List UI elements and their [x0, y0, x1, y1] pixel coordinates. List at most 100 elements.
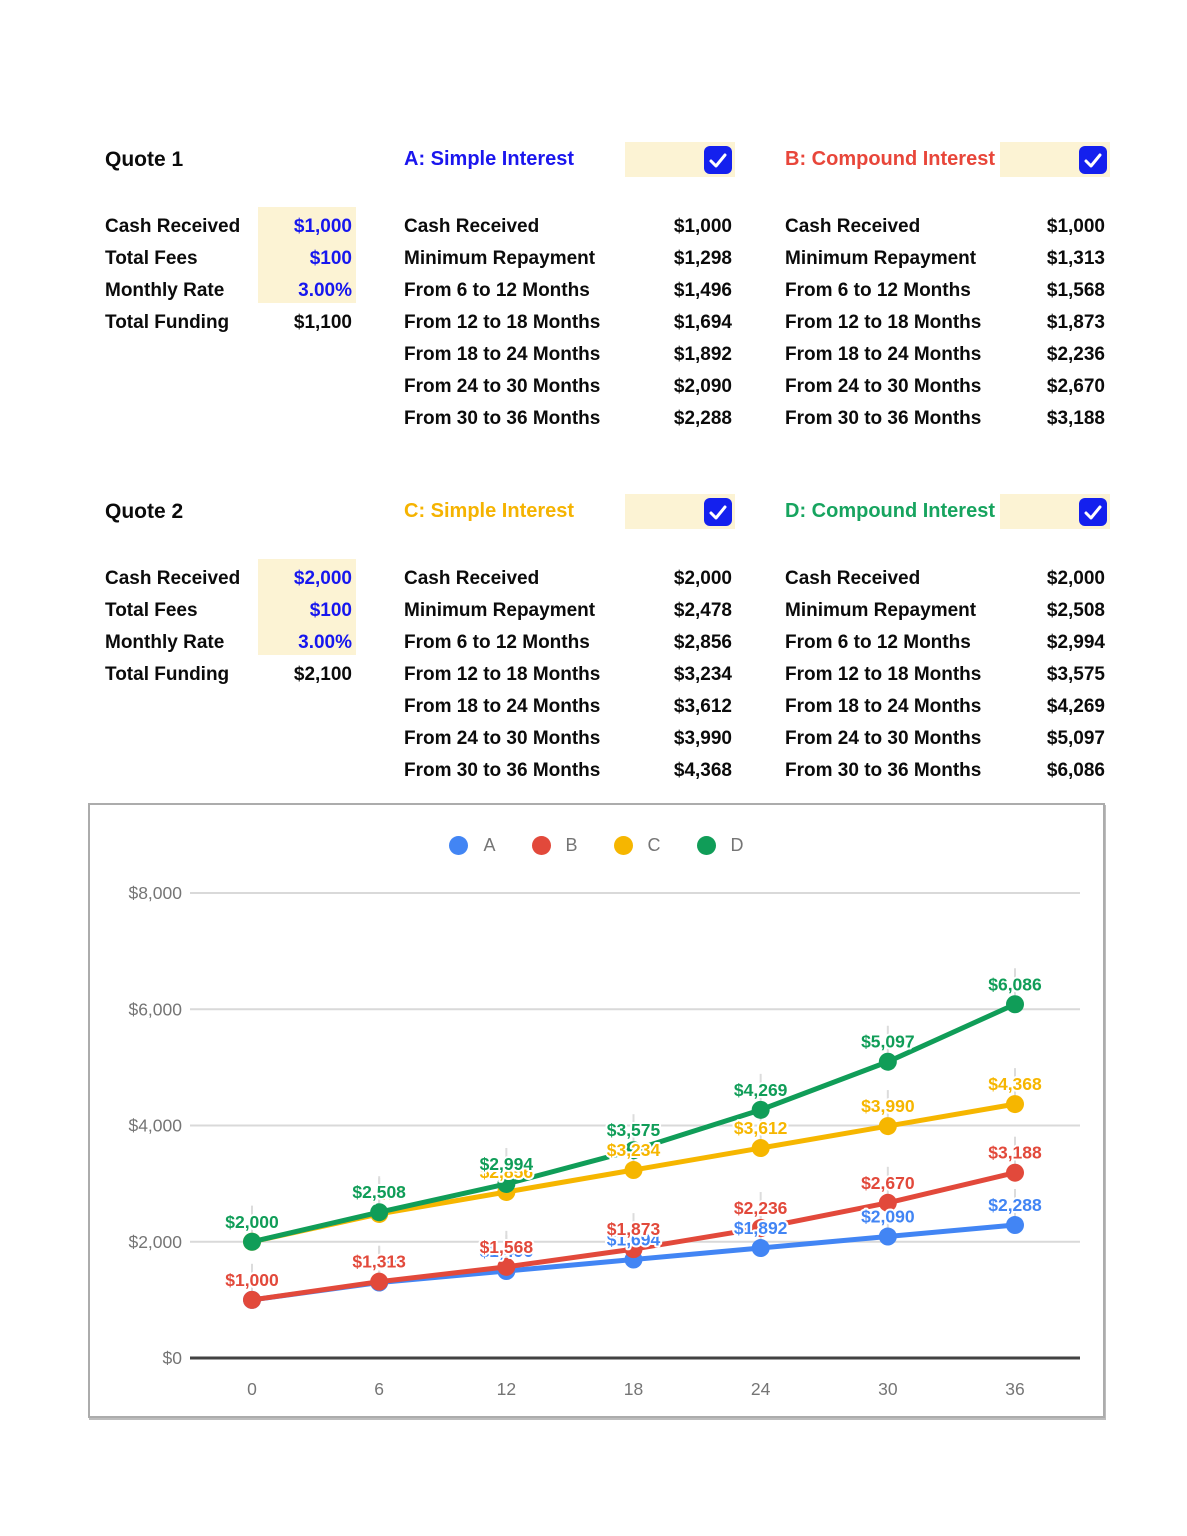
quote-group-1: Quote 1 Cash Received $1,000 Total Fees $100… [0, 142, 1187, 448]
data-label-b-30: $2,670 [861, 1173, 915, 1193]
plan-b-checkbox[interactable] [1079, 145, 1107, 174]
data-label-c-6: $2,478 [352, 1184, 406, 1204]
quote-title: Quote 1 [105, 148, 184, 171]
data-point-a-30[interactable] [878, 1227, 897, 1246]
checkmark-icon [709, 505, 727, 519]
x-axis-tick-label: 0 [247, 1379, 257, 1399]
plan-row: Cash Received $1,000 [785, 211, 1105, 243]
quote-group-2: Quote 2 Cash Received $2,000 Total Fees $100… [0, 494, 1187, 800]
plan-row-label: From 24 to 30 Months [785, 728, 982, 749]
legend-item-a: A [449, 835, 496, 856]
data-label-b-6: $1,313 [352, 1252, 406, 1272]
data-point-c-24[interactable] [751, 1139, 770, 1158]
plan-row-label: From 30 to 36 Months [785, 760, 982, 781]
data-point-b-6[interactable] [370, 1272, 389, 1291]
legend-item-c: C [613, 835, 661, 856]
data-point-d-0[interactable] [243, 1232, 261, 1251]
legend-label: C [647, 835, 661, 855]
data-label-a-12: $1,496 [480, 1241, 534, 1261]
plan-row-value: $2,478 [673, 600, 732, 621]
plan-row-label: Cash Received [404, 216, 540, 237]
checkmark-icon [709, 153, 727, 167]
plan-row-value: $2,994 [1046, 632, 1105, 653]
quote-input-highlight [258, 207, 356, 303]
plan-title-d: D: Compound Interest [785, 500, 995, 522]
plan-row: From 24 to 30 Months $5,097 [785, 723, 1105, 755]
data-point-b-12[interactable] [497, 1257, 516, 1276]
data-point-d-6[interactable] [370, 1203, 389, 1222]
interest-comparison-chart[interactable]: A B C D $0 $2,000 $4,000 $6,000 $8,000 0 6 12 18 24 3… [88, 803, 1105, 1418]
plan-c-checkbox-cell [625, 494, 735, 529]
plan-c-checkbox[interactable] [704, 497, 732, 526]
data-point-b-36[interactable] [1006, 1163, 1024, 1182]
quote-field-row: Cash Received $2,000 [105, 563, 352, 595]
field-label: Total Fees [105, 600, 198, 621]
plan-row: From 6 to 12 Months $1,568 [785, 275, 1105, 307]
data-point-c-18[interactable] [624, 1161, 643, 1180]
data-point-d-30[interactable] [878, 1052, 897, 1071]
data-point-a-24[interactable] [751, 1239, 770, 1258]
plan-row-value: $2,000 [673, 568, 732, 589]
plan-row: From 24 to 30 Months $3,990 [404, 723, 732, 755]
plan-d-checkbox-cell [1000, 494, 1110, 529]
field-input-cell[interactable]: 3.00% [298, 632, 352, 653]
data-point-d-12[interactable] [497, 1174, 516, 1193]
data-point-c-30[interactable] [878, 1117, 897, 1136]
data-point-a-36[interactable] [1006, 1216, 1024, 1235]
data-label-b-0: $1,000 [225, 1270, 279, 1290]
data-point-d-36[interactable] [1006, 995, 1024, 1014]
data-point-b-18[interactable] [624, 1240, 643, 1259]
plan-row-value: $2,288 [673, 408, 732, 429]
field-label: Total Funding [105, 312, 230, 333]
data-label-d-0: $2,000 [225, 1212, 279, 1232]
y-axis-tick-label: $4,000 [128, 1116, 182, 1136]
plan-row-label: From 6 to 12 Months [404, 632, 590, 653]
quote-field-row: Total Funding $2,100 [105, 659, 352, 691]
field-label: Cash Received [105, 216, 241, 237]
legend-item-d: D [696, 835, 744, 856]
plan-row-value: $2,856 [673, 632, 732, 653]
legend-item-b: B [531, 835, 578, 856]
plan-row-label: From 18 to 24 Months [404, 696, 601, 717]
field-input-cell[interactable]: $100 [309, 248, 352, 269]
plan-row: From 30 to 36 Months $2,288 [404, 403, 732, 435]
data-point-b-30[interactable] [878, 1193, 897, 1212]
plan-row-value: $2,090 [673, 376, 732, 397]
data-point-b-0[interactable] [243, 1290, 261, 1309]
quote-title: Quote 2 [105, 500, 184, 523]
plan-row-value: $1,496 [673, 280, 732, 301]
data-point-d-24[interactable] [751, 1100, 770, 1119]
field-input-cell[interactable]: $2,000 [293, 568, 352, 589]
plan-row-value: $3,990 [673, 728, 732, 749]
plan-row: From 12 to 18 Months $3,575 [785, 659, 1105, 691]
field-input-cell[interactable]: $1,000 [293, 216, 352, 237]
field-label: Total Funding [105, 664, 230, 685]
field-input-cell[interactable]: 3.00% [298, 280, 352, 301]
field-value: $1,100 [293, 312, 352, 333]
plan-row: From 6 to 12 Months $1,496 [404, 275, 732, 307]
plan-row-value: $2,000 [1046, 568, 1105, 589]
plan-row-value: $3,188 [1046, 408, 1105, 429]
legend-label: D [730, 835, 744, 855]
plan-d-checkbox[interactable] [1079, 497, 1107, 526]
field-input-cell[interactable]: $100 [309, 600, 352, 621]
plan-row-value: $3,612 [673, 696, 732, 717]
plan-row-label: From 24 to 30 Months [404, 728, 601, 749]
plan-row-label: Cash Received [404, 568, 540, 589]
data-point-c-36[interactable] [1006, 1095, 1024, 1114]
data-label-c-18: $3,234 [607, 1140, 661, 1160]
plan-row: From 30 to 36 Months $3,188 [785, 403, 1105, 435]
data-label-b-36: $3,188 [988, 1143, 1042, 1163]
plan-row-label: From 30 to 36 Months [404, 760, 601, 781]
plan-row-label: From 24 to 30 Months [785, 376, 982, 397]
quote-field-row: Total Fees $100 [105, 595, 352, 627]
data-point-d-18[interactable] [624, 1141, 643, 1160]
plan-row: From 30 to 36 Months $4,368 [404, 755, 732, 787]
data-label-d-36: $6,086 [988, 974, 1042, 994]
plan-row: From 6 to 12 Months $2,856 [404, 627, 732, 659]
plan-a-checkbox[interactable] [704, 145, 732, 174]
data-label-c-24: $3,612 [734, 1118, 788, 1138]
quote-field-row: Total Funding $1,100 [105, 307, 352, 339]
data-point-b-24[interactable] [751, 1219, 770, 1238]
